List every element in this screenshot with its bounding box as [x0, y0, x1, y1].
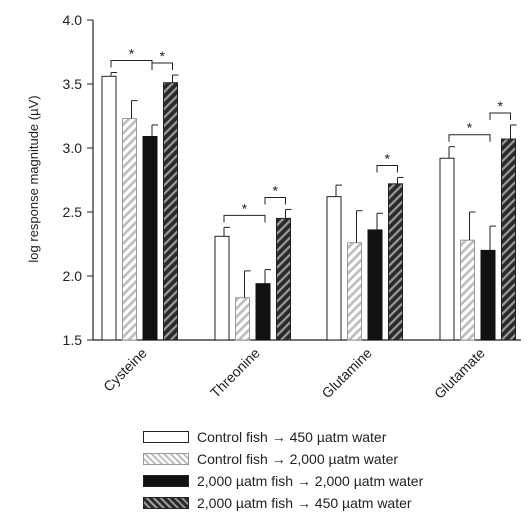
significance-star: * [385, 150, 391, 166]
bar [255, 283, 271, 341]
legend-swatch-dark-hatch [143, 497, 189, 509]
bar [439, 157, 455, 341]
bar [347, 242, 362, 341]
significance-star: * [129, 45, 135, 61]
significance-group: * * * * * * * [110, 45, 511, 223]
significance-star: * [242, 200, 248, 216]
bar [367, 229, 383, 341]
legend-label: 2,000 µatm fish → 450 µatm water [197, 495, 412, 511]
legend-item-2000-2000: 2,000 µatm fish → 2,000 µatm water [143, 471, 523, 491]
legend: Control fish → 450 µatm water Control fi… [143, 427, 523, 515]
significance-bracket [151, 62, 173, 71]
significance-bracket [264, 196, 286, 205]
y-tick-label: 2.5 [63, 204, 83, 220]
significance-bracket [110, 59, 153, 68]
x-tick-label: Glutamate [431, 345, 488, 402]
significance-star: * [160, 48, 166, 64]
significance-bracket [376, 164, 398, 173]
y-tick-label: 1.5 [63, 332, 83, 348]
x-tick-labels: Cysteine Threonine Glutamine Glutamate [100, 345, 488, 402]
y-tick-label: 4.0 [63, 12, 83, 28]
bar [101, 75, 117, 341]
bar [480, 249, 496, 341]
y-tick-label: 3.5 [63, 76, 83, 92]
y-tick-label: 3.0 [63, 140, 83, 156]
bar-chart: log response magnitude (µV) 1.5 2.0 2.5 3.0… [26, 12, 521, 402]
legend-item-2000-450: 2,000 µatm fish → 450 µatm water [143, 493, 523, 513]
bar [142, 135, 158, 341]
legend-label: Control fish → 2,000 µatm water [197, 451, 399, 467]
x-tick-label: Glutamine [318, 345, 375, 402]
significance-bracket [489, 112, 511, 120]
legend-swatch-black [143, 475, 189, 487]
bar [276, 217, 291, 341]
x-tick-label: Cysteine [100, 345, 150, 395]
bar [388, 183, 403, 341]
legend-label: Control fish → 450 µatm water [197, 429, 387, 445]
bar [235, 297, 250, 341]
bar [326, 196, 342, 341]
bar [460, 239, 475, 341]
bar [214, 235, 230, 341]
legend-swatch-white [143, 431, 189, 443]
significance-star: * [467, 120, 473, 136]
legend-item-control-2000: Control fish → 2,000 µatm water [143, 449, 523, 469]
legend-item-control-450: Control fish → 450 µatm water [143, 427, 523, 447]
y-tick-label: 2.0 [63, 268, 83, 284]
bar [122, 118, 137, 341]
legend-swatch-light-hatch [143, 453, 189, 465]
bar [163, 82, 178, 341]
significance-bracket [223, 214, 266, 223]
significance-star: * [498, 98, 504, 114]
bars-group [101, 71, 517, 341]
significance-star: * [273, 182, 279, 198]
x-tick-label: Threonine [207, 345, 263, 401]
legend-label: 2,000 µatm fish → 2,000 µatm water [197, 473, 424, 489]
y-axis-label: log response magnitude (µV) [26, 95, 41, 262]
significance-bracket [448, 134, 491, 142]
bar [501, 138, 516, 341]
